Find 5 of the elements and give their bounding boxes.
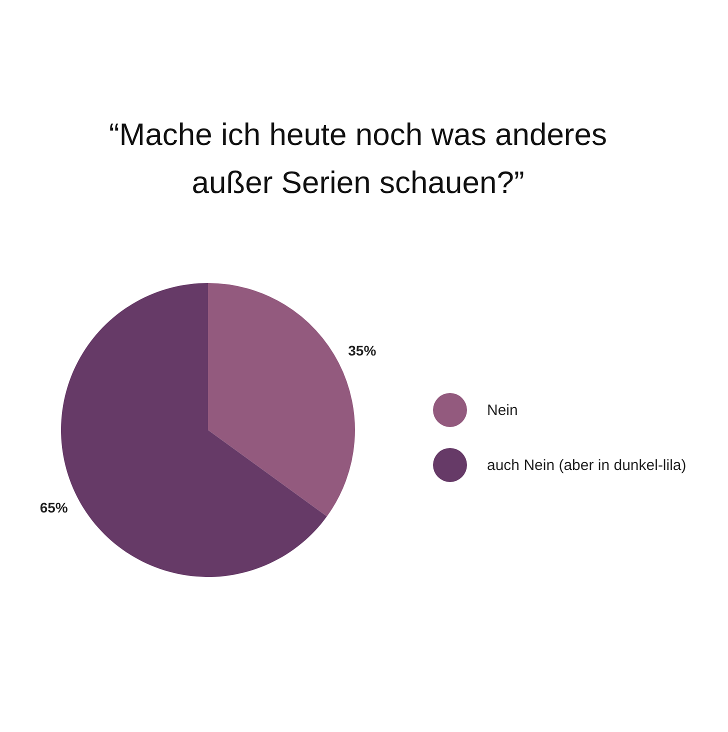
chart-title: “Mache ich heute noch was anderes außer Serien schauen?”: [108, 116, 608, 202]
data-label: 65%: [40, 499, 68, 516]
legend-label: auch Nein (aber in dunkel-lila): [487, 456, 686, 474]
legend-label: Nein: [487, 402, 518, 418]
data-label: 35%: [348, 342, 377, 358]
